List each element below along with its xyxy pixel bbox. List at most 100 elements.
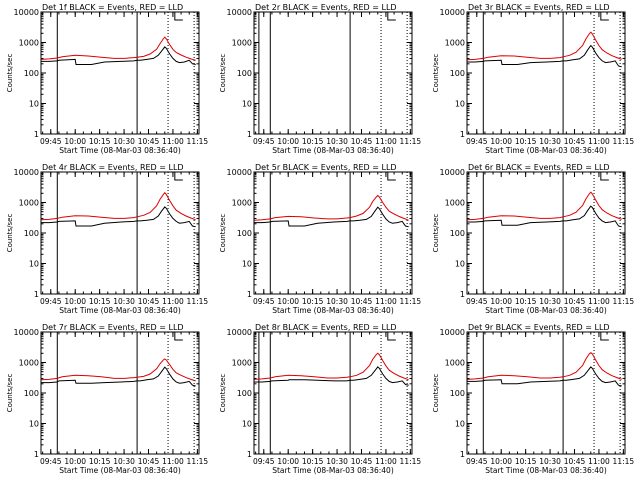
y-axis-label: Counts/sec <box>6 54 14 93</box>
x-tick-label: 10:00 <box>490 297 512 306</box>
series-line-lld <box>254 352 409 381</box>
y-tick-label: 100 <box>450 229 465 238</box>
peak-marker <box>387 12 396 21</box>
x-tick-label: 11:00 <box>588 137 610 146</box>
x-axis: 09:45 10:00 10:15 10:30 10:45 11:00 11:15 <box>253 12 421 146</box>
x-axis-label: Start Time (08-Mar-03 08:36:40) <box>485 466 607 475</box>
x-tick-label: 11:00 <box>375 137 397 146</box>
panel-title: Det 4r BLACK = Events, RED = LLD <box>42 163 184 172</box>
x-tick-label: 09:45 <box>253 137 275 146</box>
panel-title: Det 6r BLACK = Events, RED = LLD <box>468 163 610 172</box>
x-axis-label: Start Time (08-Mar-03 08:36:40) <box>272 306 394 315</box>
panel-title: Det 8r BLACK = Events, RED = LLD <box>255 323 397 332</box>
peak-marker <box>600 172 609 181</box>
peak-marker <box>600 12 609 21</box>
y-tick-label: 10000 <box>440 8 465 17</box>
detector-panel-4: Det 4r BLACK = Events, RED = LLD 1 10 100 10… <box>6 163 208 315</box>
x-tick-label: 10:30 <box>113 457 135 466</box>
plot-frame <box>40 171 200 295</box>
x-tick-label: 10:15 <box>89 297 111 306</box>
x-axis-label: Start Time (08-Mar-03 08:36:40) <box>59 306 181 315</box>
y-tick-label: 10 <box>455 420 465 429</box>
y-tick-label: 1000 <box>19 199 39 208</box>
x-tick-label: 09:45 <box>253 457 275 466</box>
y-tick-label: 10 <box>455 100 465 109</box>
y-tick-label: 100 <box>24 69 39 78</box>
y-tick-label: 100 <box>24 229 39 238</box>
plot-frame <box>253 171 413 295</box>
series-line-lld <box>41 358 196 382</box>
x-tick-label: 10:30 <box>539 137 561 146</box>
x-tick-label: 10:15 <box>515 457 537 466</box>
x-axis-label: Start Time (08-Mar-03 08:36:40) <box>485 146 607 155</box>
y-axis: 1 10 100 1000 10000 <box>227 8 412 139</box>
y-tick-label: 1000 <box>19 359 39 368</box>
x-tick-label: 11:15 <box>400 297 422 306</box>
x-tick-label: 10:30 <box>326 137 348 146</box>
x-axis: 09:45 10:00 10:15 10:30 10:45 11:00 11:15 <box>40 172 208 306</box>
series-line-lld <box>467 191 622 221</box>
series-line-lld <box>467 352 622 380</box>
detector-panel-1: Det 1f BLACK = Events, RED = LLD 1 10 100 10… <box>6 3 208 155</box>
x-tick-label: 11:15 <box>613 297 635 306</box>
x-tick-label: 11:00 <box>162 137 184 146</box>
series-line-events <box>467 205 622 228</box>
y-tick-label: 1000 <box>232 199 252 208</box>
x-axis: 09:45 10:00 10:15 10:30 10:45 11:00 11:15 <box>466 172 634 306</box>
x-tick-label: 11:15 <box>187 297 209 306</box>
y-tick-label: 1 <box>460 290 465 299</box>
series-line-events <box>467 366 622 387</box>
series-line-events <box>41 46 196 65</box>
x-axis-label: Start Time (08-Mar-03 08:36:40) <box>59 146 181 155</box>
panel-title: Det 1f BLACK = Events, RED = LLD <box>42 3 183 12</box>
y-tick-label: 1000 <box>445 199 465 208</box>
x-axis-label: Start Time (08-Mar-03 08:36:40) <box>59 466 181 475</box>
y-tick-label: 10 <box>29 420 39 429</box>
peak-marker <box>174 12 183 21</box>
x-tick-label: 10:30 <box>539 457 561 466</box>
x-tick-label: 10:15 <box>89 137 111 146</box>
y-tick-label: 100 <box>237 229 252 238</box>
y-axis-label: Counts/sec <box>219 54 227 93</box>
x-tick-label: 10:15 <box>302 137 324 146</box>
series-line-events <box>41 366 196 387</box>
y-tick-label: 1000 <box>19 39 39 48</box>
plot-frame <box>466 11 626 135</box>
x-tick-label: 10:30 <box>539 297 561 306</box>
series-line-lld <box>467 31 622 61</box>
y-axis: 1 10 100 1000 10000 <box>14 8 199 139</box>
detector-panel-7: Det 7r BLACK = Events, RED = LLD 1 10 100 10… <box>6 323 208 475</box>
y-axis-label: Counts/sec <box>432 214 440 253</box>
x-tick-label: 10:00 <box>490 137 512 146</box>
y-tick-label: 10 <box>455 260 465 269</box>
y-tick-label: 10000 <box>14 328 39 337</box>
series-line-events <box>254 206 409 228</box>
x-axis-label: Start Time (08-Mar-03 08:36:40) <box>272 466 394 475</box>
detector-panel-2: Det 2r BLACK = Events, RED = LLD 1 10 100 10… <box>219 3 421 155</box>
x-tick-label: 10:30 <box>326 457 348 466</box>
x-tick-label: 10:15 <box>302 457 324 466</box>
y-tick-label: 1000 <box>445 39 465 48</box>
x-axis: 09:45 10:00 10:15 10:30 10:45 11:00 11:15 <box>253 332 421 466</box>
detector-panel-9: Det 9r BLACK = Events, RED = LLD 1 10 100 10… <box>432 323 634 475</box>
peak-marker <box>174 172 183 181</box>
y-tick-label: 1000 <box>232 359 252 368</box>
x-tick-label: 11:00 <box>375 297 397 306</box>
x-axis-label: Start Time (08-Mar-03 08:36:40) <box>272 146 394 155</box>
x-tick-label: 11:15 <box>187 137 209 146</box>
x-tick-label: 10:45 <box>138 457 160 466</box>
y-axis-label: Counts/sec <box>6 214 14 253</box>
y-tick-label: 1 <box>34 130 39 139</box>
x-tick-label: 11:15 <box>613 137 635 146</box>
series-line-events <box>41 206 196 228</box>
plot-frame <box>466 331 626 455</box>
series-line-lld <box>254 194 409 221</box>
y-tick-label: 10000 <box>227 328 252 337</box>
x-tick-label: 10:15 <box>302 297 324 306</box>
y-tick-label: 10 <box>29 100 39 109</box>
y-axis: 1 10 100 1000 10000 <box>14 168 199 299</box>
x-tick-label: 10:30 <box>326 297 348 306</box>
x-tick-label: 10:45 <box>351 457 373 466</box>
detector-panel-6: Det 6r BLACK = Events, RED = LLD 1 10 100 10… <box>432 163 634 315</box>
